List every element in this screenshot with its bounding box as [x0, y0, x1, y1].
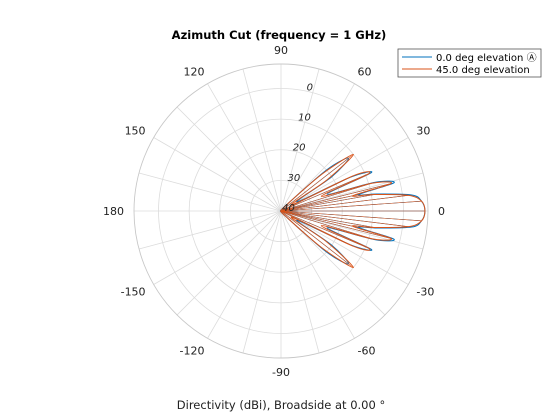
- lobe-axis-line: [280, 210, 375, 228]
- legend-label-series-2: 45.0 deg elevation: [436, 65, 530, 76]
- angle-tick-label: 150: [125, 125, 146, 138]
- angle-tick-label: -30: [416, 286, 434, 299]
- radial-tick-label: 20: [293, 143, 306, 154]
- radial-tick-label: 30: [287, 173, 300, 184]
- legend-label-series-1: 0.0 deg elevation Ⓐ: [436, 52, 537, 64]
- spoke-line: [207, 210, 282, 339]
- lobe-axis-line: [280, 210, 354, 268]
- angle-tick-label: 180: [103, 205, 124, 218]
- angle-tick-label: -120: [180, 344, 205, 357]
- lobe-axis-line: [280, 175, 353, 212]
- pattern-traces: [279, 153, 426, 269]
- lobe-axis-line: [280, 210, 422, 222]
- legend: 0.0 deg elevation Ⓐ 45.0 deg elevation: [397, 48, 542, 78]
- lobe-axis-line: [280, 173, 369, 212]
- angle-tick-label: 120: [184, 66, 205, 79]
- radial-tick-label: 0: [307, 82, 313, 93]
- angle-tick-label: 30: [416, 125, 430, 138]
- series-trace-2: [280, 153, 426, 269]
- angle-tick-label: -150: [121, 286, 146, 299]
- spoke-line: [207, 83, 282, 212]
- radial-tick-label: 10: [298, 113, 311, 124]
- angle-tick-label: 0: [438, 205, 445, 218]
- lobe-axis-line: [280, 210, 372, 240]
- lobe-axis-line: [280, 194, 375, 212]
- chart-title: Azimuth Cut (frequency = 1 GHz): [172, 28, 387, 42]
- lobe-axis-line: [280, 210, 409, 227]
- angle-tick-label: 90: [274, 44, 288, 57]
- lobe-axis-line: [280, 195, 409, 212]
- angle-tick-label: -60: [358, 344, 376, 357]
- lobe-axis-line: [280, 195, 353, 212]
- angle-tick-labels: 0 30 60 90 120 150 180 -150 -120 -90 -60 -30: [103, 44, 445, 379]
- outer-ring: [133, 63, 429, 359]
- lobe-axis-line: [280, 183, 392, 212]
- radial-tick-label: 40: [282, 203, 295, 214]
- lobe-axis-line: [280, 210, 353, 227]
- spoke-line: [176, 210, 282, 316]
- lobe-axis-line: [280, 154, 354, 212]
- lobe-axis-line: [280, 182, 372, 212]
- x-axis-label: Directivity (dBi), Broadside at 0.00 °: [177, 398, 385, 412]
- spoke-line: [153, 210, 282, 285]
- lobe-axis-line: [280, 200, 422, 212]
- spoke-line: [153, 137, 282, 212]
- legend-box: [397, 48, 542, 78]
- lobe-axis-line: [280, 210, 392, 239]
- angle-tick-label: 60: [358, 66, 372, 79]
- lobe-axis-line: [280, 210, 369, 249]
- angle-tick-label: -90: [272, 366, 290, 379]
- spoke-line: [176, 106, 282, 212]
- lobe-axis-line: [280, 210, 353, 247]
- radial-tick-labels: 0 10 20 30 40: [282, 82, 313, 214]
